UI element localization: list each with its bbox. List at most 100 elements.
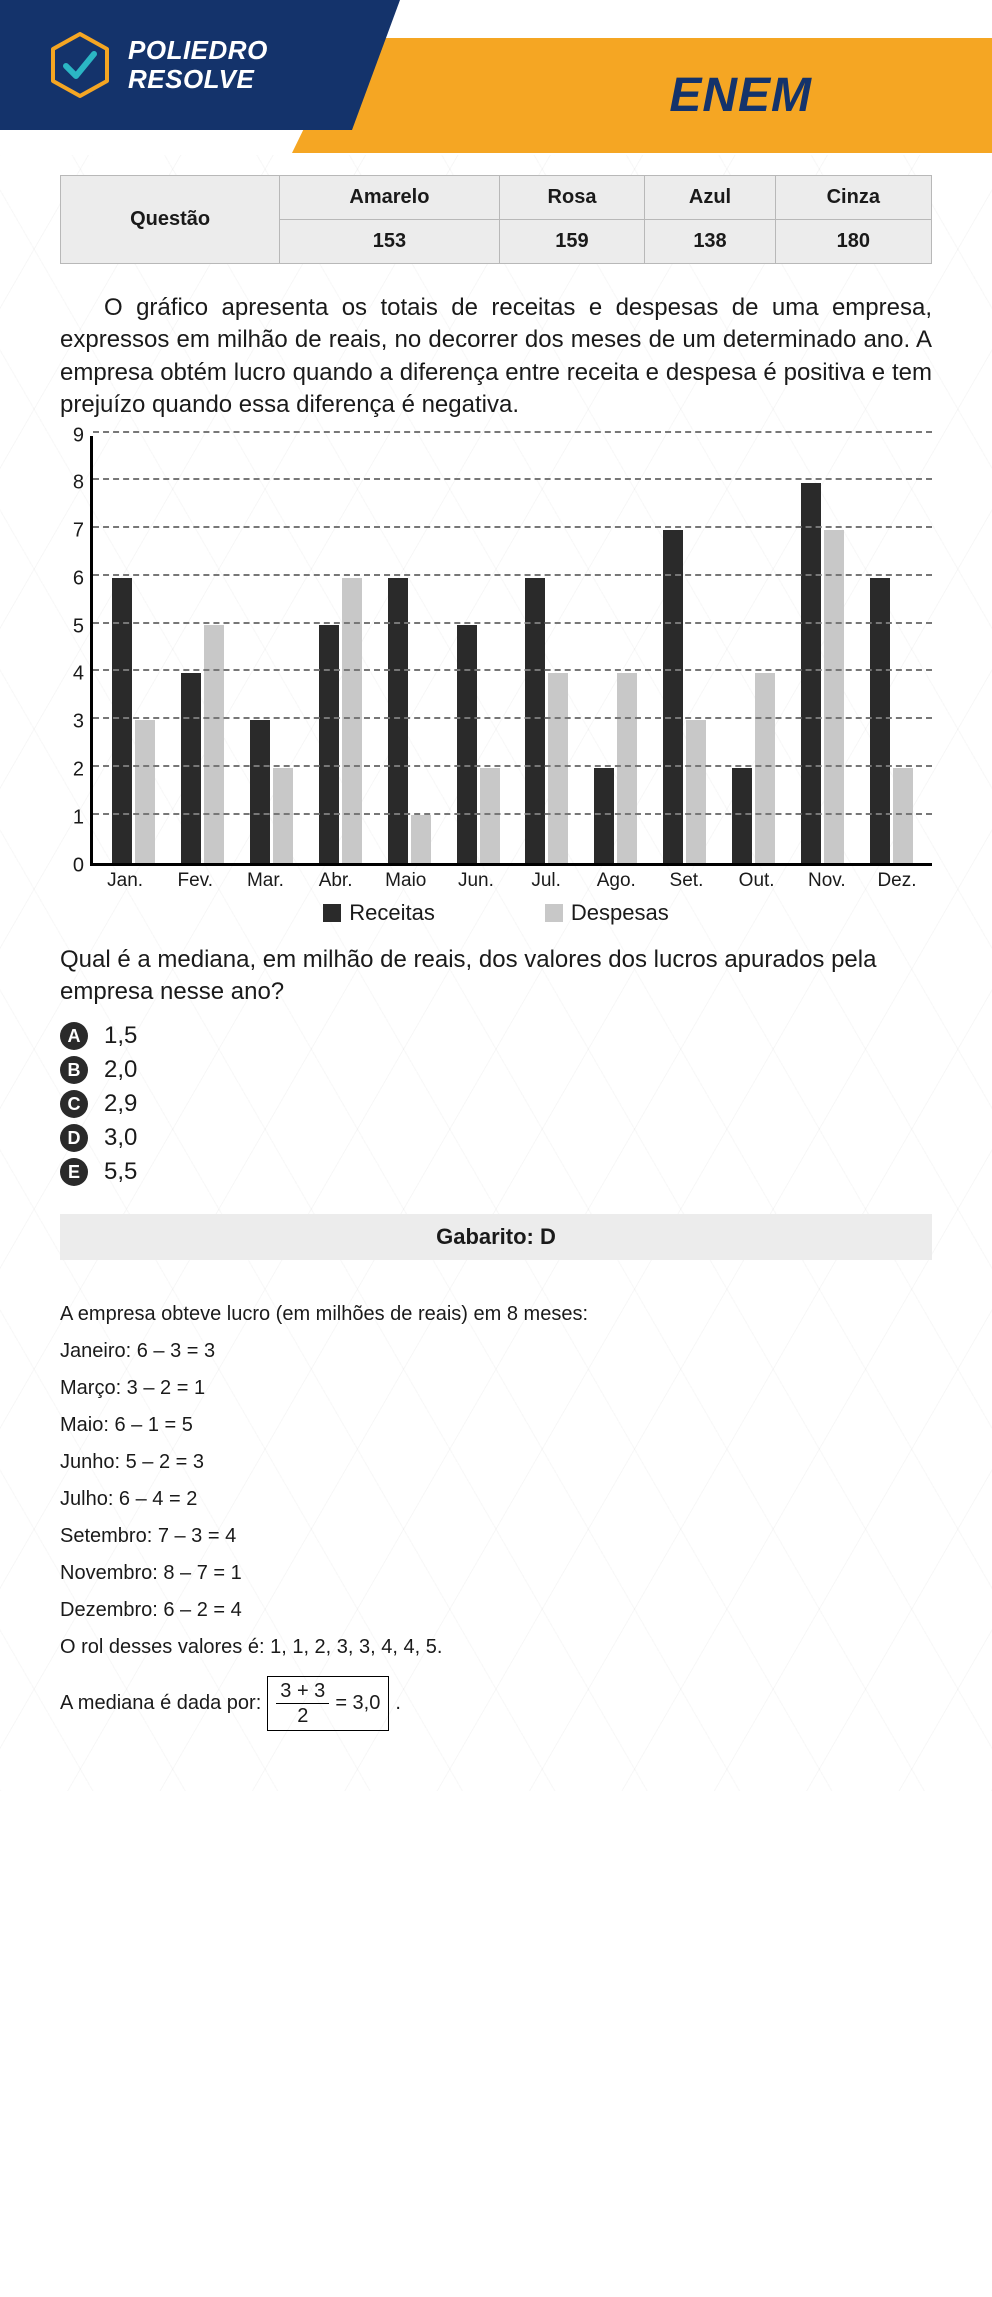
solution-line: Julho: 6 – 4 = 2 bbox=[60, 1481, 932, 1518]
chart-gridline bbox=[93, 574, 932, 576]
chart-x-label: Jun. bbox=[441, 866, 511, 892]
solution-line: Novembro: 8 – 7 = 1 bbox=[60, 1555, 932, 1592]
chart-month-group bbox=[237, 436, 306, 863]
bar-receita bbox=[250, 720, 270, 862]
option-letter: E bbox=[60, 1158, 88, 1186]
chart-month-group bbox=[650, 436, 719, 863]
chart-gridline bbox=[93, 717, 932, 719]
chart-x-label: Jul. bbox=[511, 866, 581, 892]
solution-line: Setembro: 7 – 3 = 4 bbox=[60, 1518, 932, 1555]
bar-despesa bbox=[480, 768, 500, 863]
chart-x-label: Ago. bbox=[581, 866, 651, 892]
bar-receita bbox=[732, 768, 752, 863]
option-d[interactable]: D 3,0 bbox=[60, 1124, 932, 1152]
question-number-table: Questão Amarelo Rosa Azul Cinza 153 159 … bbox=[60, 175, 932, 264]
chart-month-group bbox=[306, 436, 375, 863]
chart-month-group bbox=[168, 436, 237, 863]
bar-receita bbox=[112, 578, 132, 863]
bar-despesa bbox=[135, 720, 155, 862]
bar-receita bbox=[457, 625, 477, 862]
option-e[interactable]: E 5,5 bbox=[60, 1158, 932, 1186]
option-letter: B bbox=[60, 1056, 88, 1084]
fraction-box: 3 + 3 2 = 3,0 bbox=[267, 1676, 389, 1731]
option-b[interactable]: B 2,0 bbox=[60, 1056, 932, 1084]
chart-month-group bbox=[857, 436, 926, 863]
chart-gridline bbox=[93, 669, 932, 671]
chart-gridline bbox=[93, 431, 932, 433]
solution-line: Março: 3 – 2 = 1 bbox=[60, 1370, 932, 1407]
chart-gridline bbox=[93, 478, 932, 480]
bar-receita bbox=[525, 578, 545, 863]
option-letter: A bbox=[60, 1022, 88, 1050]
option-letter: C bbox=[60, 1090, 88, 1118]
bar-chart: 0123456789 Jan.Fev.Mar.Abr.MaioJun.Jul.A… bbox=[60, 436, 932, 926]
fraction-numerator: 3 + 3 bbox=[276, 1681, 329, 1704]
bar-despesa bbox=[342, 578, 362, 863]
sub-question: Qual é a mediana, em milhão de reais, do… bbox=[60, 944, 932, 1009]
chart-y-tick: 8 bbox=[73, 472, 84, 495]
chart-x-label: Out. bbox=[722, 866, 792, 892]
bar-despesa bbox=[755, 673, 775, 863]
option-c[interactable]: C 2,9 bbox=[60, 1090, 932, 1118]
median-label: A mediana é dada por: bbox=[60, 1685, 261, 1722]
chart-x-label: Dez. bbox=[862, 866, 932, 892]
chart-plot bbox=[90, 436, 932, 866]
table-col-header: Rosa bbox=[499, 176, 645, 220]
bar-receita bbox=[594, 768, 614, 863]
median-result: = 3,0 bbox=[335, 1685, 380, 1722]
brand-line1: POLIEDRO bbox=[128, 36, 268, 65]
chart-x-labels: Jan.Fev.Mar.Abr.MaioJun.Jul.Ago.Set.Out.… bbox=[60, 866, 932, 892]
chart-month-group bbox=[375, 436, 444, 863]
median-period: . bbox=[395, 1685, 401, 1722]
bar-despesa bbox=[204, 625, 224, 862]
chart-gridline bbox=[93, 813, 932, 815]
bar-receita bbox=[319, 625, 339, 862]
chart-gridline bbox=[93, 622, 932, 624]
solution-line: Junho: 5 – 2 = 3 bbox=[60, 1444, 932, 1481]
legend-label-receitas: Receitas bbox=[349, 900, 435, 926]
table-value: 159 bbox=[499, 220, 645, 264]
chart-y-axis: 0123456789 bbox=[60, 436, 90, 866]
table-col-header: Amarelo bbox=[280, 176, 499, 220]
chart-month-group bbox=[99, 436, 168, 863]
option-value: 1,5 bbox=[104, 1022, 137, 1050]
brand-hex-logo bbox=[50, 32, 110, 98]
solution-line: Dezembro: 6 – 2 = 4 bbox=[60, 1592, 932, 1629]
chart-y-tick: 9 bbox=[73, 424, 84, 447]
bar-receita bbox=[388, 578, 408, 863]
table-col-header: Azul bbox=[645, 176, 775, 220]
page-header: ENEM POLIEDRO RESOLVE bbox=[0, 0, 992, 155]
option-value: 3,0 bbox=[104, 1124, 137, 1152]
chart-y-tick: 5 bbox=[73, 615, 84, 638]
chart-month-group bbox=[719, 436, 788, 863]
solution-rol: O rol desses valores é: 1, 1, 2, 3, 3, 4… bbox=[60, 1629, 932, 1666]
solution-block: A empresa obteve lucro (em milhões de re… bbox=[60, 1296, 932, 1731]
fraction-denominator: 2 bbox=[297, 1704, 308, 1726]
table-value: 180 bbox=[775, 220, 931, 264]
chart-x-label: Mar. bbox=[230, 866, 300, 892]
chart-legend: Receitas Despesas bbox=[60, 900, 932, 926]
table-value: 153 bbox=[280, 220, 499, 264]
bar-receita bbox=[870, 578, 890, 863]
solution-line: Janeiro: 6 – 3 = 3 bbox=[60, 1333, 932, 1370]
header-blue-banner: POLIEDRO RESOLVE bbox=[0, 0, 400, 130]
legend-swatch-dark bbox=[323, 904, 341, 922]
chart-x-label: Abr. bbox=[301, 866, 371, 892]
exam-title: ENEM bbox=[669, 68, 812, 123]
chart-month-group bbox=[444, 436, 513, 863]
solution-intro: A empresa obteve lucro (em milhões de re… bbox=[60, 1296, 932, 1333]
option-a[interactable]: A 1,5 bbox=[60, 1022, 932, 1050]
question-text-content: O gráfico apresenta os totais de receita… bbox=[60, 294, 932, 418]
chart-x-label: Nov. bbox=[792, 866, 862, 892]
bar-despesa bbox=[686, 720, 706, 862]
option-value: 2,9 bbox=[104, 1090, 137, 1118]
bar-receita bbox=[181, 673, 201, 863]
option-letter: D bbox=[60, 1124, 88, 1152]
brand-line2: RESOLVE bbox=[128, 65, 268, 94]
bar-despesa bbox=[893, 768, 913, 863]
option-value: 5,5 bbox=[104, 1158, 137, 1186]
chart-month-group bbox=[788, 436, 857, 863]
bar-despesa bbox=[617, 673, 637, 863]
bar-despesa bbox=[411, 815, 431, 862]
chart-x-label: Fev. bbox=[160, 866, 230, 892]
